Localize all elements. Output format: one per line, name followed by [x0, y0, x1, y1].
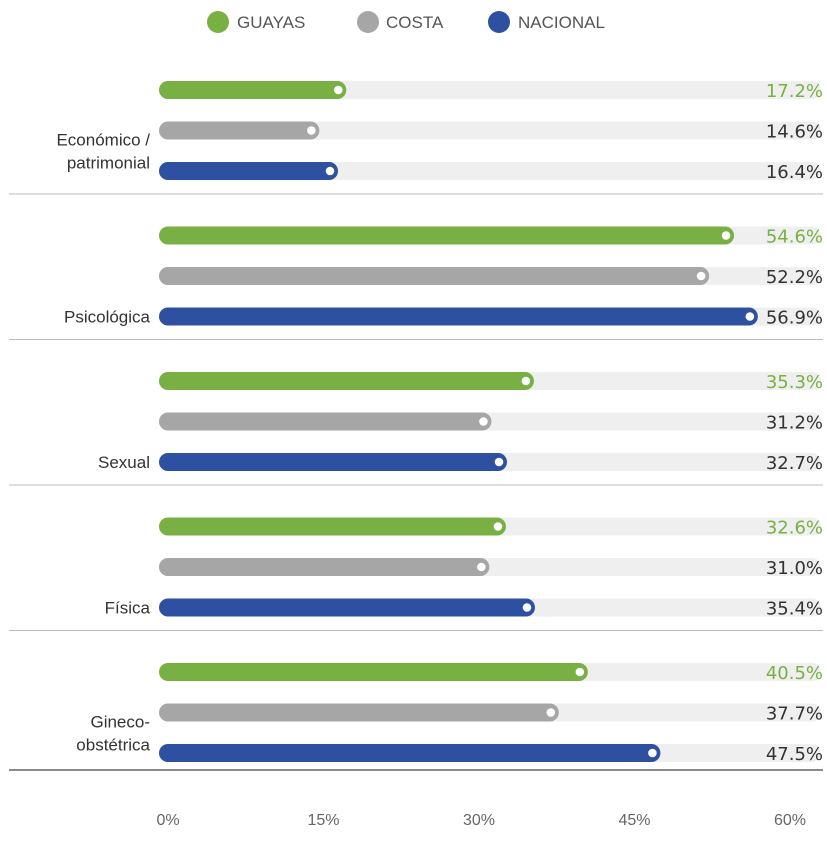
bar-end-marker	[721, 231, 731, 240]
category-label: Física	[105, 599, 151, 618]
bar-end-marker	[522, 603, 532, 612]
value-label-nacional: 56.9%	[766, 308, 823, 329]
x-tick-label: 30%	[463, 812, 495, 829]
legend-marker-costa	[357, 11, 379, 33]
bar-costa	[159, 703, 559, 722]
bar-end-marker	[521, 376, 531, 386]
value-label-costa: 31.2%	[766, 413, 823, 434]
bar-nacional	[159, 598, 535, 617]
bar-costa	[159, 267, 710, 285]
value-label-costa: 52.2%	[766, 267, 823, 288]
value-label-costa: 14.6%	[766, 122, 823, 143]
x-tick-label: 15%	[307, 812, 339, 829]
bar-end-marker	[648, 748, 657, 758]
category-label: Gineco-	[90, 712, 150, 731]
bar-guayas	[159, 81, 347, 99]
bar-guayas	[159, 372, 534, 390]
x-tick-label: 45%	[618, 812, 650, 829]
category-label: Psicológica	[64, 308, 151, 327]
legend-marker-nacional	[488, 11, 510, 33]
bar-nacional	[159, 162, 339, 180]
legend-marker-guayas	[207, 11, 229, 33]
bar-guayas	[159, 663, 588, 681]
category-label: Sexual	[98, 453, 150, 472]
bar-guayas	[159, 517, 506, 536]
bar-end-marker	[494, 457, 504, 467]
bar-end-marker	[334, 85, 343, 95]
bar-guayas	[159, 226, 735, 245]
value-label-nacional: 16.4%	[766, 162, 823, 183]
bar-end-marker	[479, 417, 488, 426]
category-label: Económico /	[56, 130, 150, 149]
x-tick-label: 0%	[156, 812, 179, 829]
value-label-guayas: 32.6%	[766, 518, 823, 539]
value-label-nacional: 35.4%	[766, 599, 823, 620]
value-label-guayas: 54.6%	[766, 227, 823, 248]
bar-end-marker	[575, 667, 585, 677]
value-label-guayas: 35.3%	[766, 372, 823, 393]
legend-label-guayas: GUAYAS	[237, 13, 305, 32]
bar-end-marker	[307, 126, 316, 135]
value-label-nacional: 32.7%	[766, 453, 823, 474]
bar-end-marker	[325, 166, 335, 176]
category-label: obstétrica	[76, 735, 150, 754]
value-label-guayas: 17.2%	[766, 81, 823, 102]
category-label: patrimonial	[67, 153, 150, 172]
value-label-nacional: 47.5%	[766, 744, 823, 765]
bar-costa	[159, 121, 320, 140]
value-label-costa: 31.0%	[766, 558, 823, 579]
bar-track	[159, 121, 821, 140]
bar-end-marker	[745, 312, 755, 321]
bar-end-marker	[493, 522, 503, 531]
x-tick-label: 60%	[774, 812, 806, 829]
bar-end-marker	[546, 708, 556, 717]
bar-end-marker	[477, 562, 486, 572]
bar-nacional	[159, 453, 507, 471]
bar-end-marker	[696, 271, 706, 281]
bar-costa	[159, 558, 490, 576]
bar-costa	[159, 412, 492, 431]
bar-nacional	[159, 307, 758, 326]
value-label-costa: 37.7%	[766, 704, 823, 725]
value-label-guayas: 40.5%	[766, 663, 823, 684]
legend-label-costa: COSTA	[386, 13, 444, 32]
bar-nacional	[159, 744, 661, 762]
legend-label-nacional: NACIONAL	[518, 13, 605, 32]
